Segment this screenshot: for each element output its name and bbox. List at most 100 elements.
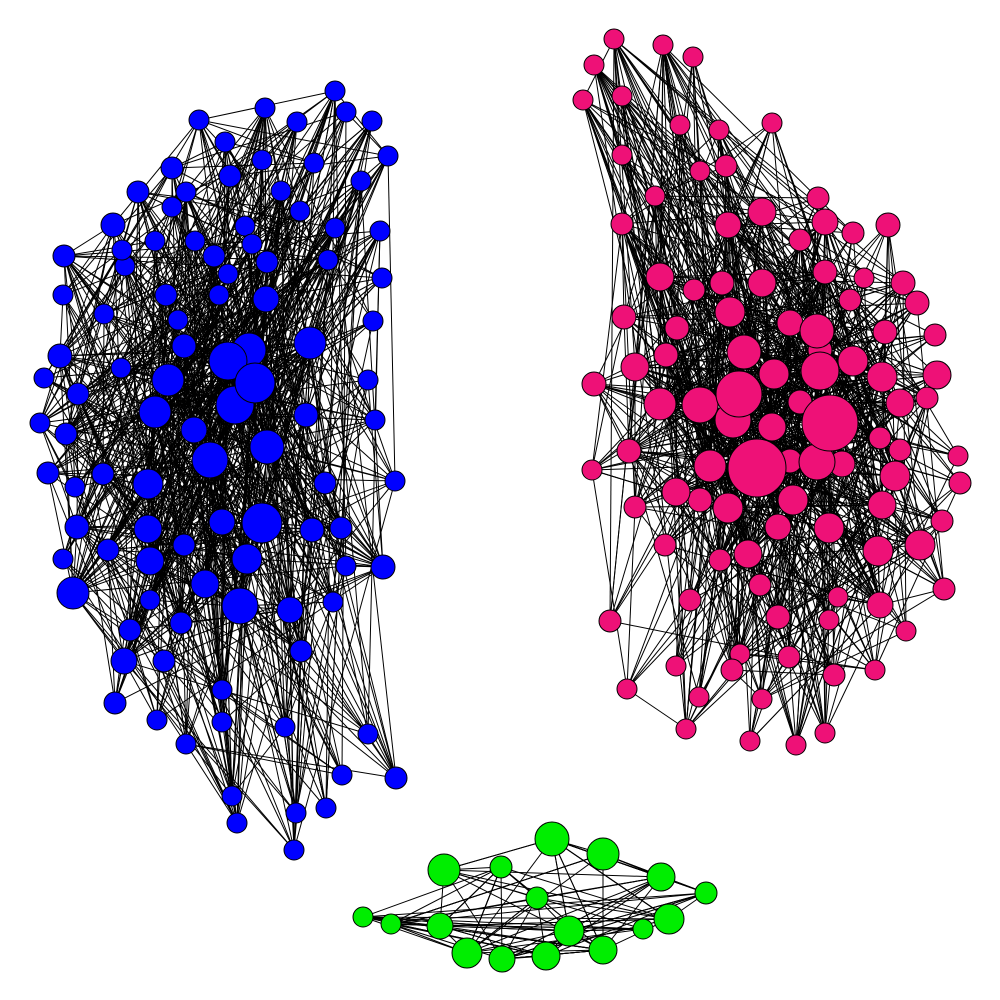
blue-node [364,409,386,431]
pink-node [682,46,704,68]
pink-node [664,315,690,341]
blue-node [335,101,357,123]
pink-node [813,512,845,544]
blue-edge [76,526,297,814]
blue-node [283,839,305,861]
green-edge [500,866,604,951]
pink-node [748,573,772,597]
green-edge [466,838,553,954]
blue-edge [149,599,291,611]
pink-edge [591,223,623,471]
pink-edge [613,38,740,395]
pink-edge [792,499,826,734]
blue-edge [231,107,266,797]
green-edge [362,866,502,918]
pink-edge [759,584,881,606]
blue-edge [59,355,187,745]
blue-node [324,80,346,102]
blue-node [208,341,248,381]
blue-edge [154,411,397,779]
pink-node [765,604,791,630]
blue-node [152,649,176,673]
blue-node [211,679,233,701]
pink-edge [623,316,630,452]
pink-node [904,529,936,561]
blue-edge [147,483,295,851]
pink-node [681,386,719,424]
pink-node [890,270,916,296]
pink-node [616,678,638,700]
green-node [653,903,685,935]
blue-node [377,145,399,167]
blue-node [175,181,197,203]
green-node [586,837,620,871]
pink-edge [634,124,681,368]
pink-edge [659,276,701,501]
blue-edge [39,265,126,424]
pink-edge [659,271,826,278]
blue-edge [123,360,229,662]
blue-node [331,764,353,786]
pink-edge [621,223,661,405]
blue-node [52,548,74,570]
pink-node [915,386,939,410]
blue-node [146,709,168,731]
blue-edge [327,259,369,735]
pink-node [799,313,835,349]
blue-node [362,310,384,332]
blue-edge [76,393,79,528]
green-node [451,937,483,969]
blue-edge [65,259,329,435]
pink-edge [634,403,661,508]
pink-node [800,351,840,391]
blue-node [249,429,285,465]
blue-edge [204,583,223,691]
blue-node [289,639,313,663]
pink-node [785,734,807,756]
blue-node [47,343,73,369]
blue-edge [254,120,373,384]
pink-edge [874,397,928,671]
green-edge [551,838,604,951]
blue-node [160,156,184,180]
pink-node [827,586,849,608]
blue-edge [293,259,329,851]
pink-node [727,438,787,498]
pink-node [689,160,711,182]
pink-node [947,445,969,467]
pink-node [620,352,650,382]
pink-node [757,412,787,442]
pink-edge [621,223,625,318]
pink-edge [759,584,797,746]
pink-node [583,54,605,76]
blue-node [110,357,132,379]
pink-edge [792,197,819,501]
blue-node [285,802,307,824]
pink-node [665,655,687,677]
green-edge [362,916,670,920]
blue-node [96,538,120,562]
blue-edge [171,162,315,169]
blue-node [161,196,183,218]
pink-edge [634,506,879,552]
blue-node [103,691,127,715]
blue-node [226,812,248,834]
blue-node [180,416,208,444]
blue-edge [47,459,211,474]
pink-edge [654,195,661,405]
green-node [426,912,454,940]
pink-edge [654,195,936,336]
blue-edge [147,243,253,485]
pink-node [812,259,838,285]
blue-node [133,514,163,544]
blue-edge [289,342,311,611]
green-edge [362,916,468,954]
pink-node [814,722,836,744]
pink-node [818,609,840,631]
blue-edge [224,141,369,381]
blue-node [110,647,138,675]
blue-node [315,797,337,819]
blue-edge [121,249,250,351]
pink-node [581,371,607,397]
pink-node [675,718,697,740]
